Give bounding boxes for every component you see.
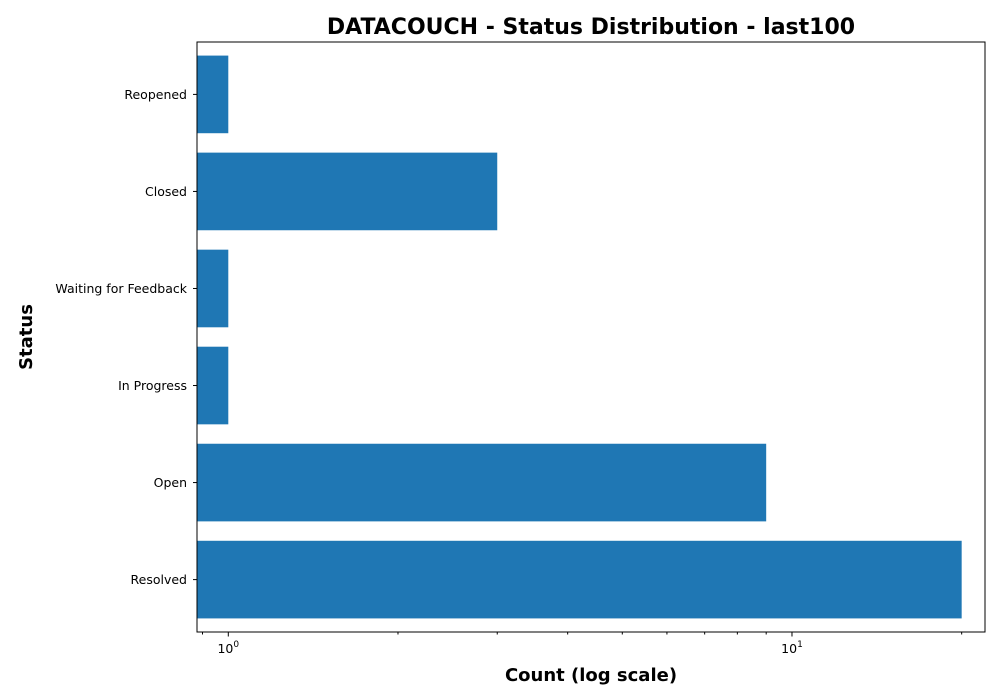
- x-axis-ticks: 100 101: [202, 632, 963, 656]
- y-axis-label: Status: [16, 304, 37, 370]
- bar-waiting-for-feedback: [197, 249, 229, 328]
- x-tick-label: 100: [217, 640, 239, 656]
- bar-open: [197, 443, 767, 522]
- bar-closed: [197, 152, 498, 231]
- x-axis-label: Count (log scale): [505, 665, 677, 686]
- y-axis-ticks: Resolved Open In Progress Waiting for Feedb…: [55, 87, 197, 587]
- y-tick-label: Reopened: [124, 87, 187, 102]
- y-tick-label: In Progress: [118, 378, 187, 393]
- y-tick-label: Closed: [145, 184, 187, 199]
- bars-group: [197, 55, 962, 619]
- plot-frame: [196, 41, 986, 633]
- bar-resolved: [197, 540, 962, 619]
- x-tick-label: 101: [781, 640, 803, 656]
- y-tick-label: Waiting for Feedback: [55, 281, 187, 296]
- y-tick-label: Resolved: [131, 572, 187, 587]
- bar-in-progress: [197, 346, 229, 425]
- bar-reopened: [197, 55, 229, 134]
- chart-title: DATACOUCH - Status Distribution - last10…: [327, 15, 855, 40]
- y-tick-label: Open: [154, 475, 187, 490]
